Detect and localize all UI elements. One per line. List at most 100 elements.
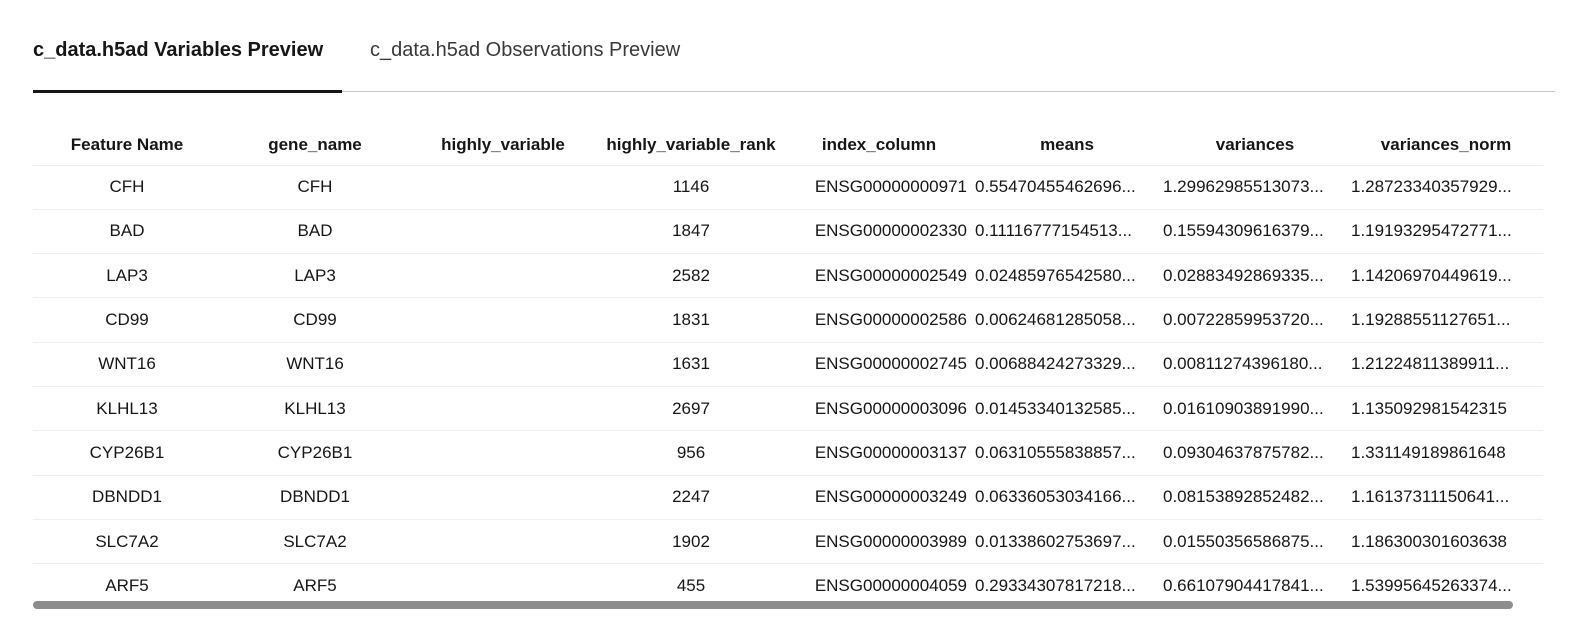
table-cell-feature-name: SLC7A2 xyxy=(33,519,221,565)
table-cell-feature-name: WNT16 xyxy=(33,342,221,387)
table-row[interactable]: WNT16 WNT16 1631 ENSG00000002745 0.006884242… xyxy=(33,342,1543,387)
table-cell-variances-norm: 1.53995645263374... xyxy=(1349,563,1543,605)
table-row[interactable]: DBNDD1 DBNDD1 2247 ENSG00000003249 0.0633605… xyxy=(33,475,1543,520)
table-row[interactable]: CFH CFH 1146 ENSG00000000971 0.5547045546269… xyxy=(33,165,1543,210)
table-cell-variances-norm: 1.135092981542315 xyxy=(1349,386,1543,432)
table-cell-feature-name: BAD xyxy=(33,209,221,255)
table-cell-gene-name: SLC7A2 xyxy=(221,519,409,565)
table-cell-highly-variable xyxy=(409,563,597,605)
table-cell-highly-variable xyxy=(409,209,597,255)
table-cell-index-column: ENSG00000003989 xyxy=(785,519,973,565)
table-cell-means: 0.00688424273329... xyxy=(973,342,1161,387)
table-cell-gene-name: CFH xyxy=(221,165,409,210)
table-cell-feature-name: CFH xyxy=(33,165,221,210)
table-cell-index-column: ENSG00000000971 xyxy=(785,165,973,210)
table-cell-gene-name: LAP3 xyxy=(221,253,409,299)
table-cell-means: 0.01453340132585... xyxy=(973,386,1161,432)
table-cell-variances: 0.08153892852482... xyxy=(1161,475,1349,520)
table-cell-index-column: ENSG00000003137 xyxy=(785,430,973,476)
table-cell-variances-norm: 1.14206970449619... xyxy=(1349,253,1543,299)
table-cell-feature-name: KLHL13 xyxy=(33,386,221,432)
table-row[interactable]: LAP3 LAP3 2582 ENSG00000002549 0.02485976542… xyxy=(33,253,1543,299)
table-cell-feature-name: DBNDD1 xyxy=(33,475,221,520)
table-cell-highly-variable-rank: 1847 xyxy=(597,209,785,255)
data-table-container: Feature Name gene_name highly_variable high… xyxy=(33,125,1543,605)
table-cell-feature-name: LAP3 xyxy=(33,253,221,299)
table-cell-variances: 1.29962985513073... xyxy=(1161,165,1349,210)
table-row[interactable]: CYP26B1 CYP26B1 956 ENSG00000003137 0.063105… xyxy=(33,430,1543,476)
table-row[interactable]: CD99 CD99 1831 ENSG00000002586 0.00624681285… xyxy=(33,297,1543,343)
table-cell-highly-variable xyxy=(409,165,597,210)
tab-bar: c_data.h5ad Variables Preview c_data.h5a… xyxy=(33,0,1555,93)
table-cell-variances: 0.09304637875782... xyxy=(1161,430,1349,476)
table-cell-highly-variable-rank: 1902 xyxy=(597,519,785,565)
table-cell-gene-name: DBNDD1 xyxy=(221,475,409,520)
table-cell-highly-variable xyxy=(409,253,597,299)
table-cell-highly-variable xyxy=(409,297,597,343)
table-cell-variances: 0.01610903891990... xyxy=(1161,386,1349,432)
table-cell-feature-name: CD99 xyxy=(33,297,221,343)
table-cell-highly-variable-rank: 956 xyxy=(597,430,785,476)
table-header-row: Feature Name gene_name highly_variable high… xyxy=(33,125,1543,166)
table-cell-means: 0.06310555838857... xyxy=(973,430,1161,476)
column-header-variances[interactable]: variances xyxy=(1161,125,1349,166)
horizontal-scrollbar[interactable] xyxy=(33,601,1513,609)
table-cell-highly-variable xyxy=(409,386,597,432)
table-cell-gene-name: CYP26B1 xyxy=(221,430,409,476)
table-cell-variances: 0.00811274396180... xyxy=(1161,342,1349,387)
column-header-gene-name[interactable]: gene_name xyxy=(221,125,409,166)
table-cell-highly-variable-rank: 2697 xyxy=(597,386,785,432)
tab-variables-preview[interactable]: c_data.h5ad Variables Preview xyxy=(33,39,324,61)
table-cell-variances: 0.15594309616379... xyxy=(1161,209,1349,255)
table-cell-highly-variable-rank: 1146 xyxy=(597,165,785,210)
table-cell-index-column: ENSG00000003249 xyxy=(785,475,973,520)
table-cell-gene-name: ARF5 xyxy=(221,563,409,605)
table-row[interactable]: ARF5 ARF5 455 ENSG00000004059 0.293343078172… xyxy=(33,563,1543,605)
table-cell-gene-name: BAD xyxy=(221,209,409,255)
table-cell-variances-norm: 1.186300301603638 xyxy=(1349,519,1543,565)
table-cell-highly-variable xyxy=(409,519,597,565)
table-cell-highly-variable-rank: 2247 xyxy=(597,475,785,520)
table-cell-means: 0.29334307817218... xyxy=(973,563,1161,605)
column-header-variances-norm[interactable]: variances_norm xyxy=(1349,125,1543,166)
table-row[interactable]: BAD BAD 1847 ENSG00000002330 0.1111677715451… xyxy=(33,209,1543,255)
table-cell-index-column: ENSG00000003096 xyxy=(785,386,973,432)
table-cell-feature-name: CYP26B1 xyxy=(33,430,221,476)
table-cell-means: 0.11116777154513... xyxy=(973,209,1161,255)
table-cell-variances: 0.02883492869335... xyxy=(1161,253,1349,299)
tab-observations-preview[interactable]: c_data.h5ad Observations Preview xyxy=(370,39,681,61)
table-cell-variances-norm: 1.21224811389911... xyxy=(1349,342,1543,387)
table-cell-highly-variable-rank: 1631 xyxy=(597,342,785,387)
active-tab-indicator xyxy=(33,90,342,93)
table-cell-variances-norm: 1.19193295472771... xyxy=(1349,209,1543,255)
table-cell-gene-name: CD99 xyxy=(221,297,409,343)
table-cell-highly-variable-rank: 455 xyxy=(597,563,785,605)
table-cell-highly-variable xyxy=(409,342,597,387)
column-header-highly-variable[interactable]: highly_variable xyxy=(409,125,597,166)
column-header-index-column[interactable]: index_column xyxy=(785,125,973,166)
column-header-highly-variable-rank[interactable]: highly_variable_rank xyxy=(597,125,785,166)
table-cell-variances-norm: 1.19288551127651... xyxy=(1349,297,1543,343)
table-cell-gene-name: KLHL13 xyxy=(221,386,409,432)
table-cell-means: 0.06336053034166... xyxy=(973,475,1161,520)
column-header-feature-name[interactable]: Feature Name xyxy=(33,125,221,166)
table-cell-index-column: ENSG00000002549 xyxy=(785,253,973,299)
table-cell-highly-variable-rank: 2582 xyxy=(597,253,785,299)
table-row[interactable]: SLC7A2 SLC7A2 1902 ENSG00000003989 0.0133860… xyxy=(33,519,1543,565)
table-cell-index-column: ENSG00000002745 xyxy=(785,342,973,387)
table-cell-variances: 0.01550356586875... xyxy=(1161,519,1349,565)
table-cell-variances: 0.66107904417841... xyxy=(1161,563,1349,605)
table-cell-index-column: ENSG00000002586 xyxy=(785,297,973,343)
table-cell-variances-norm: 1.16137311150641... xyxy=(1349,475,1543,520)
table-cell-index-column: ENSG00000004059 xyxy=(785,563,973,605)
table-cell-gene-name: WNT16 xyxy=(221,342,409,387)
table-cell-highly-variable xyxy=(409,430,597,476)
table-cell-variances: 0.00722859953720... xyxy=(1161,297,1349,343)
table-cell-variances-norm: 1.331149189861648 xyxy=(1349,430,1543,476)
column-header-means[interactable]: means xyxy=(973,125,1161,166)
table-cell-highly-variable-rank: 1831 xyxy=(597,297,785,343)
table-row[interactable]: KLHL13 KLHL13 2697 ENSG00000003096 0.0145334… xyxy=(33,386,1543,432)
table-cell-highly-variable xyxy=(409,475,597,520)
table-cell-means: 0.02485976542580... xyxy=(973,253,1161,299)
table-cell-index-column: ENSG00000002330 xyxy=(785,209,973,255)
